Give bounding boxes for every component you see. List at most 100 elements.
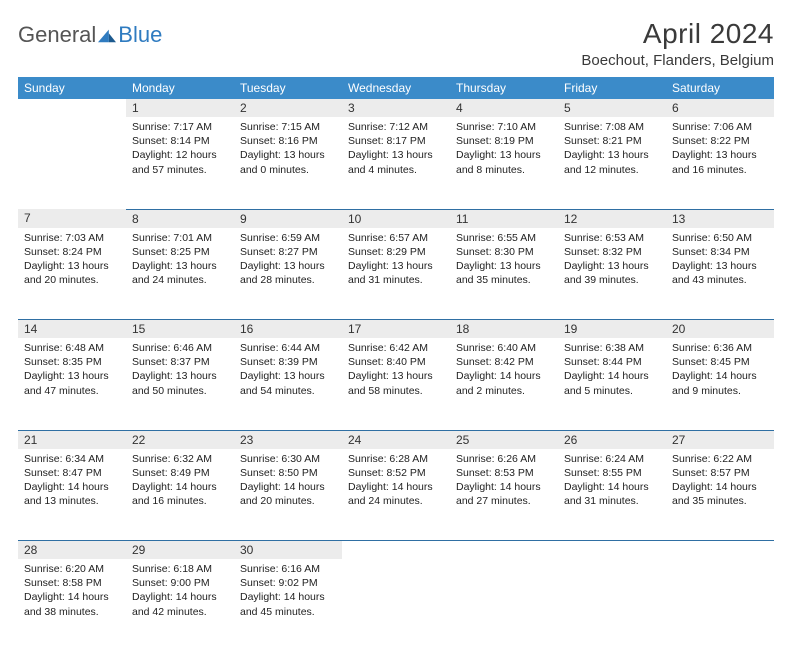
day-details: Sunrise: 6:34 AMSunset: 8:47 PMDaylight:… [24, 449, 120, 509]
day-cell: Sunrise: 6:57 AMSunset: 8:29 PMDaylight:… [342, 228, 450, 320]
day-details: Sunrise: 6:50 AMSunset: 8:34 PMDaylight:… [672, 228, 768, 288]
day-number-cell: 4 [450, 99, 558, 117]
day-number-cell: 17 [342, 320, 450, 339]
week-row: Sunrise: 6:34 AMSunset: 8:47 PMDaylight:… [18, 449, 774, 541]
day-cell: Sunrise: 7:03 AMSunset: 8:24 PMDaylight:… [18, 228, 126, 320]
day-cell [342, 559, 450, 651]
day-number-cell [450, 541, 558, 560]
day-number-cell: 1 [126, 99, 234, 117]
day-cell: Sunrise: 7:10 AMSunset: 8:19 PMDaylight:… [450, 117, 558, 209]
day-details: Sunrise: 6:36 AMSunset: 8:45 PMDaylight:… [672, 338, 768, 398]
day-details: Sunrise: 6:38 AMSunset: 8:44 PMDaylight:… [564, 338, 660, 398]
day-details: Sunrise: 7:06 AMSunset: 8:22 PMDaylight:… [672, 117, 768, 177]
day-number-cell: 18 [450, 320, 558, 339]
day-details: Sunrise: 6:59 AMSunset: 8:27 PMDaylight:… [240, 228, 336, 288]
day-number-cell: 28 [18, 541, 126, 560]
day-number-cell: 16 [234, 320, 342, 339]
day-cell: Sunrise: 6:16 AMSunset: 9:02 PMDaylight:… [234, 559, 342, 651]
day-number-cell: 3 [342, 99, 450, 117]
day-cell: Sunrise: 7:08 AMSunset: 8:21 PMDaylight:… [558, 117, 666, 209]
day-number-cell: 23 [234, 430, 342, 449]
day-details: Sunrise: 6:53 AMSunset: 8:32 PMDaylight:… [564, 228, 660, 288]
day-details: Sunrise: 7:12 AMSunset: 8:17 PMDaylight:… [348, 117, 444, 177]
day-details: Sunrise: 6:24 AMSunset: 8:55 PMDaylight:… [564, 449, 660, 509]
day-cell: Sunrise: 6:22 AMSunset: 8:57 PMDaylight:… [666, 449, 774, 541]
daynum-row: 78910111213 [18, 209, 774, 228]
day-cell: Sunrise: 7:06 AMSunset: 8:22 PMDaylight:… [666, 117, 774, 209]
day-number-cell: 13 [666, 209, 774, 228]
day-number-cell: 5 [558, 99, 666, 117]
day-number-cell: 30 [234, 541, 342, 560]
day-number-cell: 22 [126, 430, 234, 449]
day-number-cell [666, 541, 774, 560]
weekday-header: Wednesday [342, 77, 450, 99]
day-number-cell: 8 [126, 209, 234, 228]
page-header: General Blue April 2024 Boechout, Flande… [18, 18, 774, 69]
day-number-cell: 6 [666, 99, 774, 117]
day-details: Sunrise: 6:18 AMSunset: 9:00 PMDaylight:… [132, 559, 228, 619]
day-details: Sunrise: 6:26 AMSunset: 8:53 PMDaylight:… [456, 449, 552, 509]
daynum-row: 21222324252627 [18, 430, 774, 449]
day-cell [558, 559, 666, 651]
location-text: Boechout, Flanders, Belgium [581, 52, 774, 69]
day-details: Sunrise: 6:20 AMSunset: 8:58 PMDaylight:… [24, 559, 120, 619]
day-cell: Sunrise: 6:30 AMSunset: 8:50 PMDaylight:… [234, 449, 342, 541]
weekday-header: Thursday [450, 77, 558, 99]
week-row: Sunrise: 6:48 AMSunset: 8:35 PMDaylight:… [18, 338, 774, 430]
day-number-cell: 11 [450, 209, 558, 228]
daynum-row: 14151617181920 [18, 320, 774, 339]
day-cell: Sunrise: 7:12 AMSunset: 8:17 PMDaylight:… [342, 117, 450, 209]
day-number-cell: 14 [18, 320, 126, 339]
week-row: Sunrise: 7:03 AMSunset: 8:24 PMDaylight:… [18, 228, 774, 320]
logo-word-blue: Blue [118, 22, 162, 48]
weekday-header: Tuesday [234, 77, 342, 99]
day-number-cell: 12 [558, 209, 666, 228]
day-number-cell: 2 [234, 99, 342, 117]
logo-triangle-icon [98, 27, 116, 43]
day-cell: Sunrise: 7:01 AMSunset: 8:25 PMDaylight:… [126, 228, 234, 320]
day-number-cell [558, 541, 666, 560]
week-row: Sunrise: 6:20 AMSunset: 8:58 PMDaylight:… [18, 559, 774, 651]
day-number-cell: 27 [666, 430, 774, 449]
day-details: Sunrise: 7:03 AMSunset: 8:24 PMDaylight:… [24, 228, 120, 288]
day-cell [666, 559, 774, 651]
day-cell: Sunrise: 6:26 AMSunset: 8:53 PMDaylight:… [450, 449, 558, 541]
day-cell: Sunrise: 6:46 AMSunset: 8:37 PMDaylight:… [126, 338, 234, 430]
day-number-cell: 21 [18, 430, 126, 449]
day-cell [450, 559, 558, 651]
day-details: Sunrise: 6:57 AMSunset: 8:29 PMDaylight:… [348, 228, 444, 288]
day-details: Sunrise: 6:44 AMSunset: 8:39 PMDaylight:… [240, 338, 336, 398]
day-details: Sunrise: 6:55 AMSunset: 8:30 PMDaylight:… [456, 228, 552, 288]
calendar-head: SundayMondayTuesdayWednesdayThursdayFrid… [18, 77, 774, 99]
day-cell: Sunrise: 6:34 AMSunset: 8:47 PMDaylight:… [18, 449, 126, 541]
day-cell: Sunrise: 6:44 AMSunset: 8:39 PMDaylight:… [234, 338, 342, 430]
day-cell: Sunrise: 6:48 AMSunset: 8:35 PMDaylight:… [18, 338, 126, 430]
calendar-body: 123456Sunrise: 7:17 AMSunset: 8:14 PMDay… [18, 99, 774, 651]
day-number-cell: 15 [126, 320, 234, 339]
day-details: Sunrise: 7:17 AMSunset: 8:14 PMDaylight:… [132, 117, 228, 177]
day-details: Sunrise: 6:40 AMSunset: 8:42 PMDaylight:… [456, 338, 552, 398]
day-number-cell: 19 [558, 320, 666, 339]
day-cell: Sunrise: 6:24 AMSunset: 8:55 PMDaylight:… [558, 449, 666, 541]
day-cell: Sunrise: 7:17 AMSunset: 8:14 PMDaylight:… [126, 117, 234, 209]
day-details: Sunrise: 7:08 AMSunset: 8:21 PMDaylight:… [564, 117, 660, 177]
day-cell: Sunrise: 6:32 AMSunset: 8:49 PMDaylight:… [126, 449, 234, 541]
title-block: April 2024 Boechout, Flanders, Belgium [581, 18, 774, 69]
day-details: Sunrise: 6:16 AMSunset: 9:02 PMDaylight:… [240, 559, 336, 619]
day-cell: Sunrise: 6:28 AMSunset: 8:52 PMDaylight:… [342, 449, 450, 541]
logo-word-general: General [18, 22, 96, 48]
week-row: Sunrise: 7:17 AMSunset: 8:14 PMDaylight:… [18, 117, 774, 209]
day-cell: Sunrise: 6:53 AMSunset: 8:32 PMDaylight:… [558, 228, 666, 320]
day-cell [18, 117, 126, 209]
day-cell: Sunrise: 6:36 AMSunset: 8:45 PMDaylight:… [666, 338, 774, 430]
weekday-header: Monday [126, 77, 234, 99]
day-details: Sunrise: 7:10 AMSunset: 8:19 PMDaylight:… [456, 117, 552, 177]
day-cell: Sunrise: 6:20 AMSunset: 8:58 PMDaylight:… [18, 559, 126, 651]
day-details: Sunrise: 6:46 AMSunset: 8:37 PMDaylight:… [132, 338, 228, 398]
calendar-table: SundayMondayTuesdayWednesdayThursdayFrid… [18, 77, 774, 651]
day-number-cell: 7 [18, 209, 126, 228]
daynum-row: 282930 [18, 541, 774, 560]
day-cell: Sunrise: 6:18 AMSunset: 9:00 PMDaylight:… [126, 559, 234, 651]
day-number-cell: 24 [342, 430, 450, 449]
day-number-cell: 25 [450, 430, 558, 449]
